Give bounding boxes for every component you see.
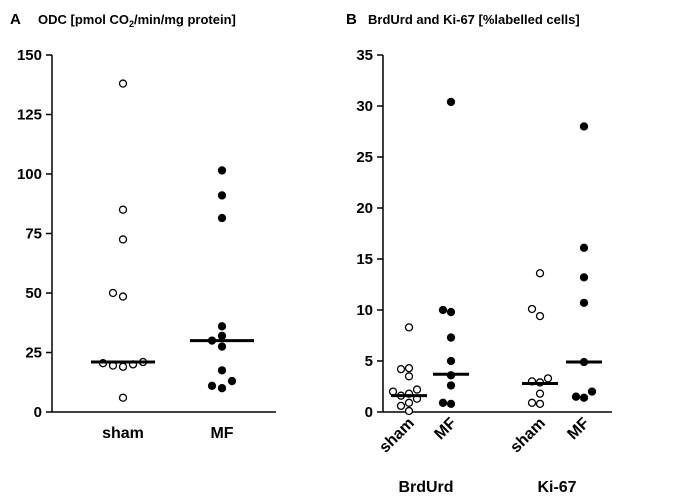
data-point-open [404, 406, 414, 416]
data-point-open [404, 323, 414, 332]
y-tick-label: 125 [17, 107, 42, 124]
data-point-open [535, 311, 545, 321]
data-point-filled [217, 331, 227, 340]
y-tick-label: 25 [25, 345, 42, 362]
group-label: BrdUrd [398, 479, 453, 496]
panel-b-title: BrdUrd and Ki-67 [%labelled cells] [368, 12, 580, 27]
data-point-filled [587, 387, 597, 396]
data-point-filled [446, 333, 456, 342]
data-point-filled [438, 305, 448, 315]
category-label: sham [102, 425, 144, 442]
category-label: sham [376, 415, 418, 457]
y-tick-label: 10 [356, 302, 373, 319]
data-point-open [543, 374, 553, 383]
data-point-filled [217, 322, 227, 331]
data-point-open [404, 372, 414, 381]
panel-b-groups: BrdUrd Ki-67 [398, 479, 576, 496]
data-point-open [404, 398, 414, 407]
data-point-filled [579, 243, 589, 252]
y-tick-label: 5 [365, 353, 373, 370]
data-point-filled [207, 381, 217, 390]
data-point-filled [446, 97, 456, 107]
group-label: Ki-67 [537, 479, 576, 496]
data-point-open [118, 362, 128, 371]
panel-a: A ODC [pmol CO2/min/mg protein] 0 25 50 75 1… [10, 11, 276, 442]
data-point-open [108, 288, 118, 298]
y-tick-label: 15 [356, 251, 373, 268]
data-point-filled [446, 399, 456, 408]
data-point-filled [579, 298, 589, 308]
y-tick-label: 0 [365, 404, 373, 421]
data-point-open [388, 387, 398, 396]
panel-a-y-ticks: 0 25 50 75 100 125 150 [17, 47, 52, 421]
y-tick-label: 20 [356, 200, 373, 217]
data-point-filled [217, 191, 227, 200]
category-label: MF [210, 425, 233, 442]
panel-b-y-ticks: 0 5 10 15 20 25 30 35 [356, 47, 383, 421]
data-point-open [118, 292, 128, 301]
panel-b-letter: B [346, 11, 357, 28]
y-tick-label: 30 [356, 98, 373, 115]
data-point-open [396, 365, 406, 374]
panel-b: B BrdUrd and Ki-67 [%labelled cells] 0 5 1… [346, 11, 612, 496]
panel-b-categories: sham MF sham MF [376, 415, 593, 457]
y-tick-label: 150 [17, 47, 42, 64]
y-tick-label: 50 [25, 285, 42, 302]
panel-a-letter: A [10, 11, 21, 28]
y-tick-label: 25 [356, 149, 373, 166]
y-tick-label: 75 [25, 226, 42, 243]
data-point-filled [446, 381, 456, 390]
data-point-filled [571, 392, 581, 401]
data-point-filled [579, 122, 589, 131]
data-point-filled [579, 393, 589, 402]
data-point-open [118, 79, 128, 88]
panel-a-title: ODC [pmol CO2/min/mg protein] [38, 12, 236, 29]
category-label: MF [564, 415, 593, 444]
data-point-filled [438, 398, 448, 407]
data-point-open [118, 205, 128, 214]
data-point-open [118, 235, 128, 244]
data-point-filled [446, 356, 456, 366]
category-label: MF [431, 415, 460, 444]
data-point-filled [217, 213, 227, 223]
data-point-filled [217, 384, 227, 393]
data-point-open [535, 399, 545, 408]
data-point-open [412, 385, 422, 394]
y-tick-label: 100 [17, 166, 42, 183]
y-tick-label: 35 [356, 47, 373, 64]
data-point-filled [579, 273, 589, 282]
data-point-open [527, 304, 537, 314]
data-point-filled [217, 342, 227, 351]
data-point-open [396, 401, 406, 411]
data-point-open [527, 398, 537, 407]
data-point-filled [227, 376, 237, 386]
y-tick-label: 0 [34, 404, 42, 421]
data-point-open [535, 389, 545, 398]
category-label: sham [507, 415, 549, 457]
panel-a-points [91, 79, 254, 402]
data-point-filled [217, 366, 227, 375]
data-point-filled [446, 307, 456, 317]
data-point-open [535, 269, 545, 278]
data-point-filled [217, 166, 227, 175]
data-point-open [118, 393, 128, 402]
data-point-open [404, 363, 414, 373]
panel-a-categories: sham MF [102, 425, 234, 442]
panel-b-points [388, 97, 602, 416]
